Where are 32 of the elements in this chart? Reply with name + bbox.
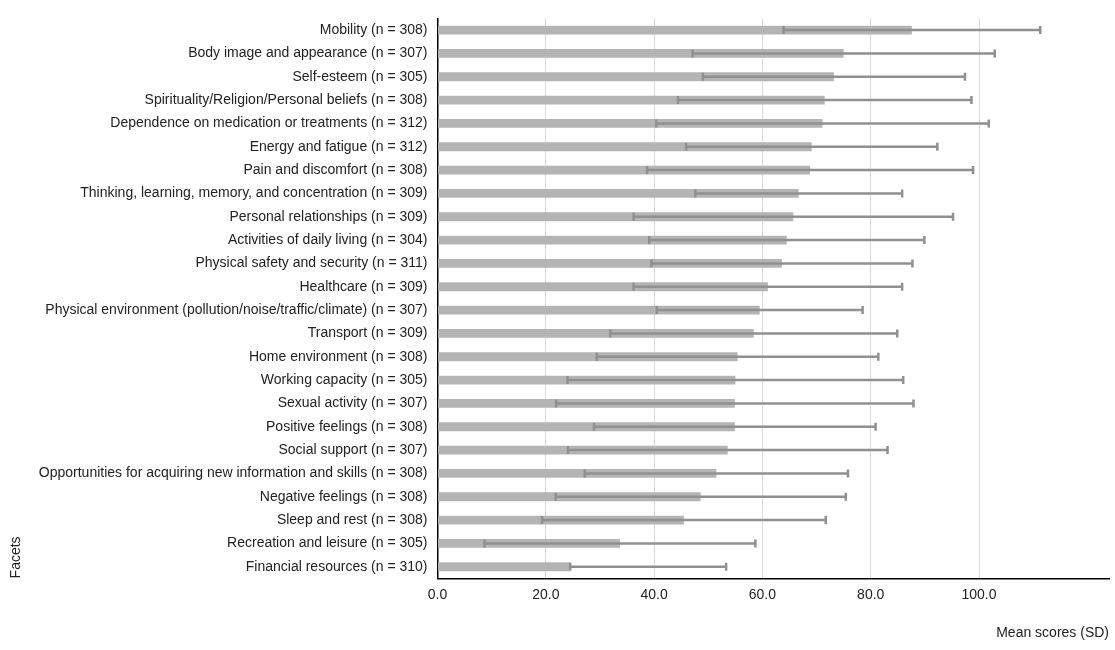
y-tick-label: Energy and fatigue (n = 312) [249, 137, 428, 154]
y-tick-label: Activities of daily living (n = 304) [227, 230, 428, 247]
y-tick-label: Spirituality/Religion/Personal beliefs (n = 308) [144, 90, 428, 107]
x-tick-label: 0.0 [427, 585, 448, 602]
y-tick-label: Financial resources (n = 310) [245, 557, 428, 574]
y-tick-label: Mobility (n = 308) [319, 20, 428, 37]
y-tick-label: Negative feelings (n = 308) [259, 487, 428, 504]
y-tick-label: Healthcare (n = 309) [299, 277, 428, 294]
y-tick-label: Physical environment (pollution/noise/traffic/climate) (n = 307) [45, 300, 428, 317]
x-tick-label: 20.0 [532, 585, 560, 602]
y-tick-label: Physical safety and security (n = 311) [195, 254, 428, 271]
y-tick-label: Home environment (n = 308) [248, 347, 428, 364]
y-tick-label: Dependence on medication or treatments (n = 312) [110, 114, 428, 131]
y-tick-label: Transport (n = 309) [307, 324, 428, 341]
y-tick-label: Positive feelings (n = 308) [266, 417, 428, 434]
y-tick-label: Self-esteem (n = 305) [292, 67, 428, 84]
y-tick-label: Pain and discomfort (n = 308) [243, 160, 428, 177]
y-tick-label: Thinking, learning, memory, and concentration (n = 309) [80, 184, 428, 201]
y-tick-label: Sexual activity (n = 307) [277, 394, 428, 411]
y-tick-label: Recreation and leisure (n = 305) [227, 534, 428, 551]
x-tick-label: 100.0 [961, 585, 997, 602]
y-tick-label: Personal relationships (n = 309) [229, 207, 428, 224]
y-tick-label: Social support (n = 307) [278, 440, 428, 457]
y-tick-label: Working capacity (n = 305) [260, 370, 428, 387]
x-tick-label: 80.0 [857, 585, 885, 602]
y-axis-title: Facets [7, 536, 24, 579]
y-tick-label: Sleep and rest (n = 308) [276, 510, 428, 527]
x-axis-title: Mean scores (SD) [996, 624, 1109, 641]
x-tick-label: 60.0 [748, 585, 777, 602]
y-tick-label: Opportunities for acquiring new information and skills (n = 308) [38, 464, 428, 481]
y-tick-label: Body image and appearance (n = 307) [188, 44, 428, 61]
x-tick-label: 40.0 [640, 585, 668, 602]
